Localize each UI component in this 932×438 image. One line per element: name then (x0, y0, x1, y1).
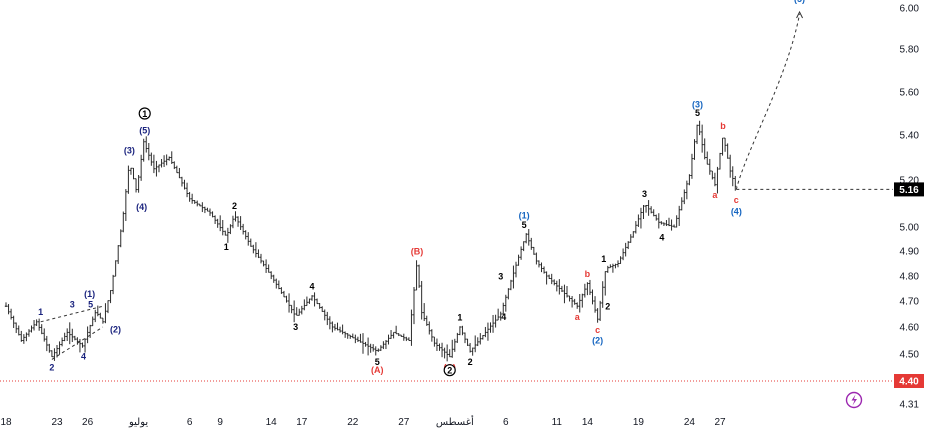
wave-label: (5) (139, 125, 150, 135)
wave-label: b (585, 269, 591, 279)
wave-label-circled: 1 (142, 109, 147, 119)
reference-price-tag (894, 374, 924, 388)
y-tick-label: 5.60 (900, 88, 920, 99)
x-tick-label: 17 (296, 417, 308, 428)
wave-label: 5 (522, 220, 527, 230)
x-tick-label: 11 (552, 417, 563, 428)
wave-circle-marker (138, 107, 151, 120)
wave-label: 3 (293, 322, 298, 332)
x-tick-label: أغسطس (436, 415, 474, 428)
wave-label: 2 (605, 302, 610, 312)
wave-label: 1 (224, 242, 229, 252)
wave-label: 4 (659, 232, 664, 242)
lightning-badge[interactable] (845, 391, 863, 409)
x-tick-label: 27 (714, 417, 726, 428)
x-tick-label: 22 (347, 417, 359, 428)
y-tick-label: 4.60 (900, 323, 920, 334)
wave-label: a (575, 312, 581, 322)
wave-label: 5 (88, 299, 93, 309)
wave-label: 5 (695, 108, 700, 118)
wave-label: 4 (309, 282, 314, 292)
x-tick-label: 19 (633, 417, 645, 428)
x-tick-label: يوليو (128, 417, 148, 428)
y-tick-label: 6.00 (900, 4, 920, 15)
lightning-icon[interactable] (851, 394, 858, 406)
wave-label: a (712, 190, 718, 200)
channel-lower-line (51, 326, 104, 360)
x-tick-label: 26 (82, 417, 94, 428)
y-tick-label: 4.50 (900, 350, 920, 361)
x-tick-label: 6 (187, 417, 193, 428)
wave-label: b (720, 121, 726, 131)
wave-label: c (734, 195, 739, 205)
current-price-tag (894, 182, 924, 197)
y-tick-label: 4.31 (900, 400, 920, 411)
wave-circle-marker (443, 364, 456, 377)
y-tick-label: 4.90 (900, 247, 920, 258)
x-tick-label: 24 (684, 417, 696, 428)
x-tick-label: 18 (0, 417, 12, 428)
y-tick-label: 5.20 (900, 176, 920, 187)
wave-labels: 1234(1)5(2)(3)(4)(5)121345(A)(B)(C)21234… (38, 0, 805, 377)
y-tick-label: 5.40 (900, 131, 920, 142)
wave-label: 5 (375, 357, 380, 367)
wave-label: (5) (794, 0, 805, 4)
annotation-lines (40, 10, 893, 360)
price-bars (4, 120, 737, 362)
projection-arrow-icon (796, 10, 804, 19)
wave-label: (3) (124, 146, 135, 156)
wave-label: (B) (411, 247, 424, 257)
projection-path (735, 13, 801, 190)
wave-label: 2 (468, 357, 473, 367)
wave-label: 2 (49, 362, 54, 372)
reference-price-label: 4.40 (899, 377, 919, 388)
y-tick-label: 5.00 (900, 223, 920, 234)
wave-label: 1 (457, 312, 462, 322)
wave-label: (A) (371, 365, 384, 375)
wave-label: (3) (692, 99, 703, 109)
x-tick-label: 9 (217, 417, 223, 428)
x-tick-label: 14 (582, 417, 594, 428)
wave-label: (1) (84, 289, 95, 299)
wave-label: (4) (136, 202, 147, 212)
wave-label: 1 (601, 254, 606, 264)
wave-label: (4) (731, 207, 742, 217)
channel-upper-line (40, 305, 104, 323)
wave-label-circled: 2 (447, 366, 452, 376)
y-tick-label: 4.80 (900, 272, 920, 283)
wave-label: 3 (70, 299, 75, 309)
x-axis: 18 23 26 يوليو 6 9 14 17 22 27 أغسطس 6 11 14 19 24 27 (0, 415, 726, 428)
wave-label: c (595, 325, 600, 335)
wave-label: 1 (38, 307, 43, 317)
wave-label: 3 (642, 189, 647, 199)
wave-label: (2) (110, 325, 121, 335)
y-axis: 6.00 5.80 5.60 5.40 5.20 5.00 4.90 4.80 4.70 4.60… (900, 4, 920, 411)
y-tick-label: 4.70 (900, 297, 920, 308)
wave-label: 4 (81, 352, 86, 362)
wave-label: 2 (232, 201, 237, 211)
wave-label: (1) (519, 210, 530, 220)
y-tick-label: 5.80 (900, 45, 920, 56)
current-price-label: 5.16 (899, 185, 919, 196)
wave-label: 4 (501, 312, 506, 322)
wave-label: 3 (498, 272, 503, 282)
wave-label: (2) (592, 335, 603, 345)
x-tick-label: 6 (503, 417, 509, 428)
price-tags: 5.16 4.40 (894, 182, 924, 388)
x-tick-label: 14 (266, 417, 278, 428)
x-tick-label: 23 (51, 417, 63, 428)
x-tick-label: 27 (398, 417, 410, 428)
